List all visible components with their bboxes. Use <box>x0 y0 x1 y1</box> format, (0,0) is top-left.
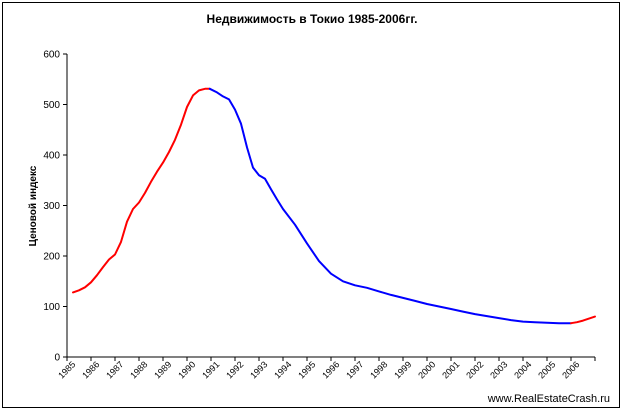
y-tick-label: 500 <box>43 100 60 111</box>
y-axis-ticks: 0 100 200 300 400 500 600 <box>43 50 67 364</box>
x-tick-label: 1990 <box>176 359 197 380</box>
x-tick-label: 2002 <box>464 359 485 380</box>
y-tick-label: 400 <box>43 151 60 162</box>
x-tick-label: 1998 <box>368 359 389 380</box>
y-axis-label: Ценовой индекс <box>28 165 39 246</box>
x-tick-label: 1994 <box>272 359 293 380</box>
x-axis-ticks: 1985 1986 1987 1988 1989 1990 1991 1992 1993 1994… <box>56 357 596 381</box>
x-tick-label: 1995 <box>296 359 317 380</box>
x-tick-label: 1991 <box>200 359 221 380</box>
x-tick-label: 2004 <box>512 359 533 380</box>
x-tick-label: 1988 <box>128 359 149 380</box>
x-tick-label: 1997 <box>344 359 365 380</box>
x-tick-label: 1992 <box>224 359 245 380</box>
x-tick-label: 2005 <box>536 359 557 380</box>
x-tick-label: 2006 <box>560 359 581 380</box>
x-tick-label: 1986 <box>80 359 101 380</box>
x-tick-label: 2003 <box>488 359 509 380</box>
x-tick-label: 2000 <box>416 359 437 380</box>
x-tick-label: 1987 <box>104 359 125 380</box>
series-line-2 <box>570 315 596 325</box>
series-group <box>72 87 596 325</box>
x-tick-label: 1996 <box>320 359 341 380</box>
x-tick-label: 1999 <box>392 359 413 380</box>
y-tick-label: 0 <box>54 353 60 364</box>
source-annotation: www.RealEstateCrash.ru <box>487 393 610 405</box>
chart-title: Недвижимость в Токио 1985-2006гг. <box>207 12 418 26</box>
x-tick-label: 1993 <box>248 359 269 380</box>
series-line-1 <box>208 87 572 325</box>
y-tick-label: 600 <box>43 50 60 61</box>
x-tick-label: 2001 <box>440 359 461 380</box>
y-tick-label: 100 <box>43 302 60 313</box>
series-line-0 <box>72 87 211 294</box>
y-tick-label: 300 <box>43 201 60 212</box>
x-tick-label: 1989 <box>152 359 173 380</box>
chart-frame <box>2 2 620 408</box>
y-tick-label: 200 <box>43 252 60 263</box>
